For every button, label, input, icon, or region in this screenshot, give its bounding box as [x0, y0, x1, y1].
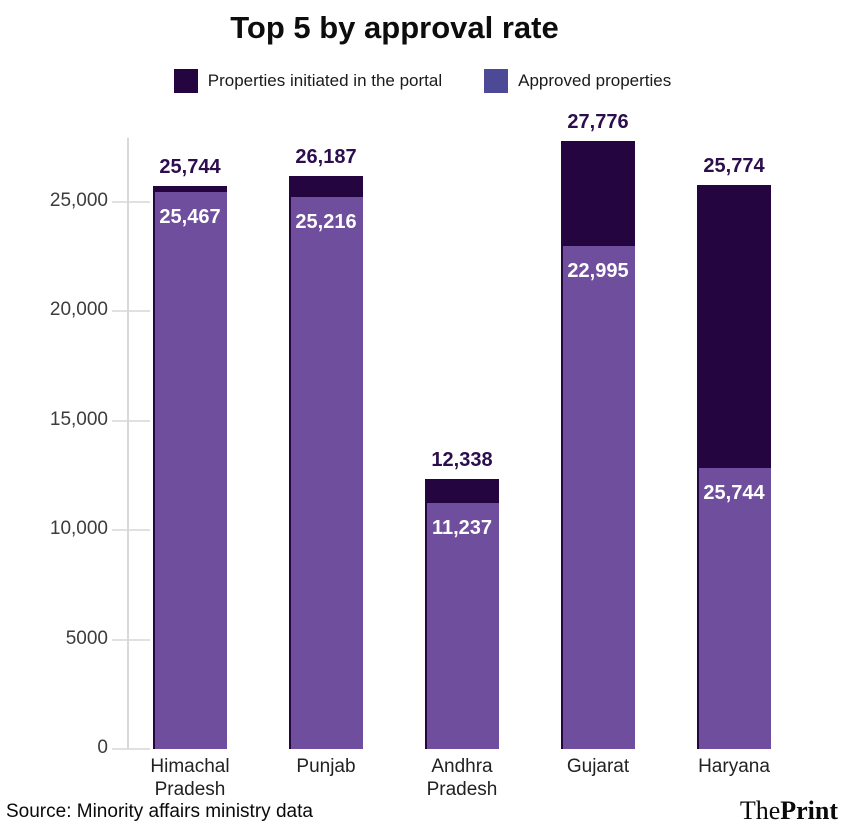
y-tick-label: 10,000	[49, 518, 108, 540]
approved-bar	[291, 197, 363, 749]
y-tick-label: 25,000	[49, 190, 108, 211]
approved-value-label: 25,216	[295, 211, 357, 234]
y-axis-line	[127, 138, 129, 749]
source-note: Source: Minority affairs ministry data	[6, 801, 313, 822]
legend-item-approved: Approved properties	[484, 69, 671, 93]
approved-swatch-icon	[484, 69, 509, 93]
category-label: Punjab	[296, 756, 356, 777]
y-tick-mark	[112, 529, 150, 532]
legend-label-initiated: Properties initiated in the portal	[207, 71, 443, 90]
initiated-value-label: 27,776	[567, 111, 629, 134]
initiated-value-label: 12,338	[431, 449, 493, 472]
logo-the: The	[739, 796, 781, 825]
approved-value-label: 25,467	[159, 205, 221, 228]
chart-title: Top 5 by approval rate	[230, 10, 559, 45]
approved-value-label: 25,744	[703, 482, 765, 505]
y-tick-mark	[112, 748, 150, 750]
legend-item-initiated: Properties initiated in the portal	[173, 69, 443, 93]
y-tick-mark	[112, 310, 150, 313]
category-label: Gujarat	[566, 756, 630, 777]
logo-print: Print	[780, 796, 838, 825]
category-label: Himachal Pradesh	[150, 756, 230, 800]
approved-bar	[155, 191, 227, 749]
approved-bar	[699, 468, 771, 749]
initiated-value-label: 25,774	[703, 155, 765, 178]
approved-value-label: 22,995	[567, 259, 629, 282]
y-tick-label: 20,000	[49, 299, 108, 321]
category-label: Andhra Pradesh	[426, 756, 498, 800]
theprint-logo: ThePrint	[740, 796, 838, 826]
legend: Properties initiated in the portal Appro…	[0, 69, 845, 93]
legend-label-approved: Approved properties	[518, 71, 672, 90]
initiated-value-label: 25,744	[159, 155, 221, 178]
y-tick-label: 5000	[65, 627, 108, 649]
category-label: Haryana	[698, 756, 770, 777]
y-tick-label: 15,000	[49, 408, 108, 430]
approved-bar	[563, 245, 635, 749]
y-tick-mark	[112, 638, 150, 641]
y-tick-mark	[112, 419, 150, 422]
initiated-value-label: 26,187	[295, 146, 357, 169]
approved-value-label: 11,237	[431, 517, 493, 540]
initiated-swatch-icon	[173, 69, 198, 93]
y-tick-label: 0	[97, 737, 108, 758]
y-tick-mark	[112, 201, 150, 203]
approved-bar	[427, 503, 499, 749]
